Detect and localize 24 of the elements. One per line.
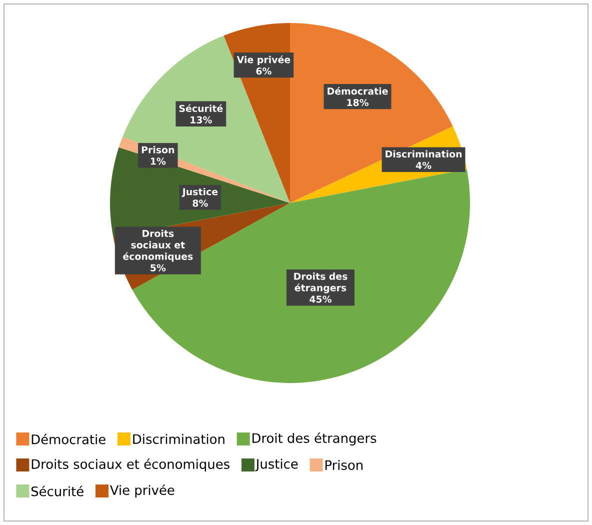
legend-label: Prison [325,460,362,470]
legend-label: Justice [255,458,298,472]
text: Vie privée [236,55,290,66]
text: Prison [142,146,174,154]
legend-label: Discrimination [133,434,224,444]
data-label: 13% [190,116,212,124]
legend-label: Sécurité [31,486,84,496]
legend-label: Droits sociaux et économiques [32,458,230,472]
data-label: 4% [416,162,432,169]
text: Justice [182,188,218,198]
data-label: 8% [192,200,208,207]
legend-label: Démocratie [32,434,106,444]
data-label: 18% [347,99,369,106]
text: Droits des étrangers [294,272,348,294]
legend-label: Droit des étrangers [252,432,376,446]
data-label: 5% [150,264,166,272]
text: Droits sociaux et économiques [123,230,193,262]
data-label: 1% [150,158,166,165]
legend-label: Vie privée [110,484,174,498]
text: Démocratie [328,87,388,95]
text: Sécurité [179,104,223,112]
data-label: 6% [256,67,272,75]
text: Discrimination [386,150,462,158]
data-label: 45% [310,296,332,303]
